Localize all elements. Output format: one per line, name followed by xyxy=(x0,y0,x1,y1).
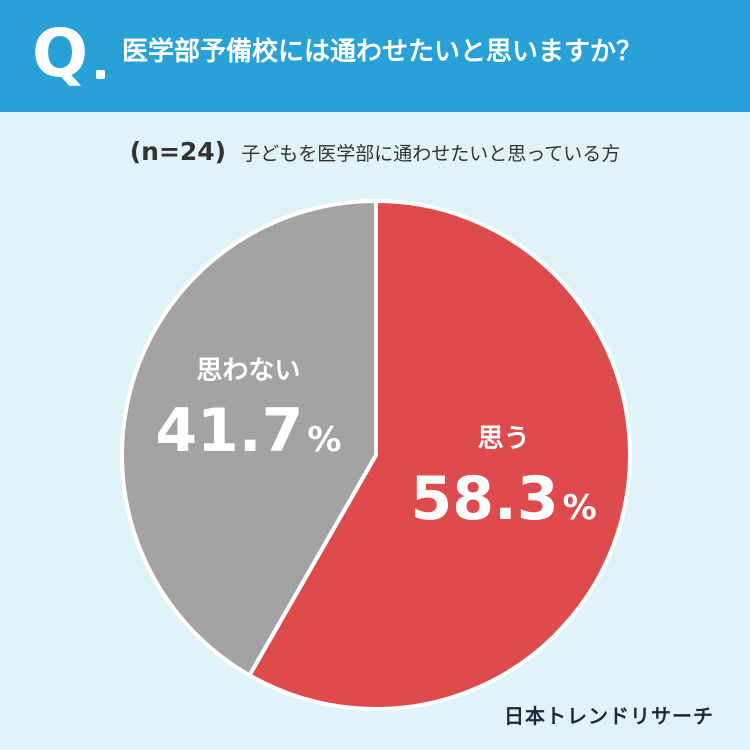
label-no: 思わない 41.7% xyxy=(155,356,341,466)
respondent-description: 子どもを医学部に通わせたいと思っている方 xyxy=(241,143,621,165)
q-label: Q xyxy=(32,15,89,92)
brand-logo: 日本トレンドリサーチ xyxy=(504,704,714,728)
question-header: Q 医学部予備校には通わせたいと思いますか？ xyxy=(0,0,750,112)
slice-category-label: 思う xyxy=(478,424,530,454)
slice-yes xyxy=(247,199,632,711)
sample-size: (n=24) xyxy=(129,137,227,166)
slice-value-label: 41.7% xyxy=(155,396,341,466)
slice-no xyxy=(120,199,378,678)
label-yes: 思う 58.3% xyxy=(411,424,597,534)
question-text: 医学部予備校には通わせたいと思いますか？ xyxy=(122,37,643,67)
slice-value-label: 58.3% xyxy=(411,464,597,534)
q-dot xyxy=(96,70,105,79)
chart-subtitle: (n=24) 子どもを医学部に通わせたいと思っている方 xyxy=(0,132,750,175)
slice-category-label: 思わない xyxy=(196,356,300,386)
